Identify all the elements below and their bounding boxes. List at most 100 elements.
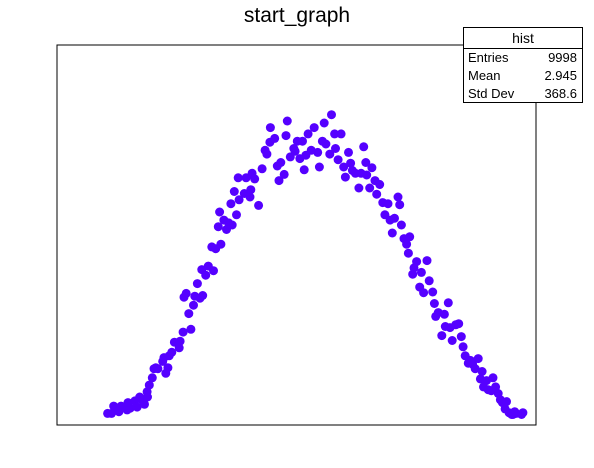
data-point bbox=[262, 149, 272, 159]
data-point bbox=[201, 270, 211, 280]
data-point bbox=[359, 142, 369, 152]
data-point bbox=[186, 324, 196, 334]
stats-row-mean: Mean 2.945 bbox=[464, 67, 582, 85]
data-point bbox=[412, 257, 422, 267]
data-point bbox=[303, 129, 313, 139]
data-point bbox=[232, 210, 241, 220]
data-point bbox=[298, 136, 307, 146]
data-point bbox=[226, 199, 236, 209]
data-point bbox=[422, 256, 432, 266]
data-point bbox=[517, 410, 527, 419]
data-point bbox=[279, 169, 289, 179]
data-point bbox=[454, 319, 464, 329]
data-point bbox=[147, 373, 157, 383]
data-point bbox=[246, 185, 256, 195]
data-point bbox=[387, 228, 397, 238]
data-point bbox=[330, 129, 340, 139]
data-point bbox=[227, 220, 237, 230]
data-point bbox=[276, 158, 286, 167]
data-point bbox=[299, 165, 309, 175]
data-point bbox=[405, 232, 415, 242]
data-point bbox=[274, 176, 284, 186]
data-point bbox=[344, 147, 353, 157]
data-point bbox=[367, 163, 377, 173]
data-point bbox=[383, 199, 393, 209]
data-point bbox=[396, 220, 406, 230]
data-point bbox=[393, 192, 403, 202]
data-point bbox=[254, 200, 264, 210]
data-point bbox=[198, 291, 208, 300]
stats-box: hist Entries 9998 Mean 2.945 Std Dev 368… bbox=[463, 27, 583, 103]
data-point bbox=[456, 332, 466, 342]
chart-title: start_graph bbox=[243, 4, 351, 27]
data-point bbox=[181, 288, 191, 298]
data-point bbox=[502, 397, 511, 407]
stats-label: Entries bbox=[468, 50, 509, 65]
data-point bbox=[361, 158, 371, 167]
data-point bbox=[458, 342, 468, 352]
stats-title: hist bbox=[464, 28, 582, 49]
plot-frame bbox=[56, 44, 537, 426]
data-point bbox=[339, 162, 349, 172]
data-point bbox=[327, 110, 336, 120]
data-point bbox=[270, 133, 280, 143]
data-point bbox=[233, 173, 243, 183]
data-point bbox=[447, 336, 457, 345]
data-point bbox=[402, 239, 412, 249]
data-point bbox=[403, 248, 413, 258]
stats-label: Std Dev bbox=[468, 86, 515, 101]
data-point bbox=[144, 380, 154, 390]
data-point bbox=[140, 399, 149, 409]
data-point bbox=[424, 276, 434, 286]
data-point bbox=[470, 364, 480, 374]
data-point bbox=[346, 158, 356, 168]
data-point bbox=[333, 155, 343, 165]
data-point bbox=[282, 116, 292, 126]
stats-label: Mean bbox=[468, 68, 501, 83]
data-point bbox=[281, 131, 291, 141]
data-point bbox=[372, 189, 382, 199]
data-point bbox=[336, 129, 346, 139]
data-point bbox=[215, 207, 225, 217]
data-point bbox=[153, 364, 163, 374]
data-point bbox=[321, 139, 331, 149]
data-point bbox=[290, 146, 300, 156]
data-point bbox=[257, 164, 267, 174]
data-points bbox=[103, 110, 528, 419]
data-point bbox=[419, 288, 429, 298]
data-point bbox=[439, 309, 449, 319]
data-point bbox=[443, 298, 453, 308]
data-point bbox=[189, 300, 198, 310]
stats-value: 2.945 bbox=[544, 68, 577, 83]
data-point bbox=[174, 343, 184, 353]
data-point bbox=[354, 183, 364, 193]
stats-value: 9998 bbox=[548, 50, 577, 65]
data-point bbox=[331, 144, 340, 153]
data-point bbox=[192, 279, 202, 289]
data-point bbox=[250, 174, 260, 184]
data-point bbox=[167, 347, 177, 357]
data-point bbox=[245, 192, 255, 202]
data-point bbox=[416, 267, 426, 277]
stats-row-entries: Entries 9998 bbox=[464, 49, 582, 67]
data-point bbox=[175, 336, 185, 346]
stats-row-std-dev: Std Dev 368.6 bbox=[464, 85, 582, 103]
data-point bbox=[340, 172, 350, 182]
data-point bbox=[477, 367, 487, 376]
data-point bbox=[437, 331, 447, 341]
data-point bbox=[488, 373, 498, 383]
data-point bbox=[213, 222, 223, 232]
data-point bbox=[428, 287, 438, 297]
data-point bbox=[229, 187, 239, 196]
data-point bbox=[429, 299, 439, 308]
data-point bbox=[209, 266, 218, 276]
data-point bbox=[184, 309, 194, 319]
data-point bbox=[325, 149, 335, 159]
data-point bbox=[265, 123, 275, 133]
data-point bbox=[309, 123, 319, 133]
data-point bbox=[375, 180, 385, 189]
data-point bbox=[234, 195, 244, 205]
data-point bbox=[319, 118, 329, 128]
data-point bbox=[132, 402, 142, 412]
